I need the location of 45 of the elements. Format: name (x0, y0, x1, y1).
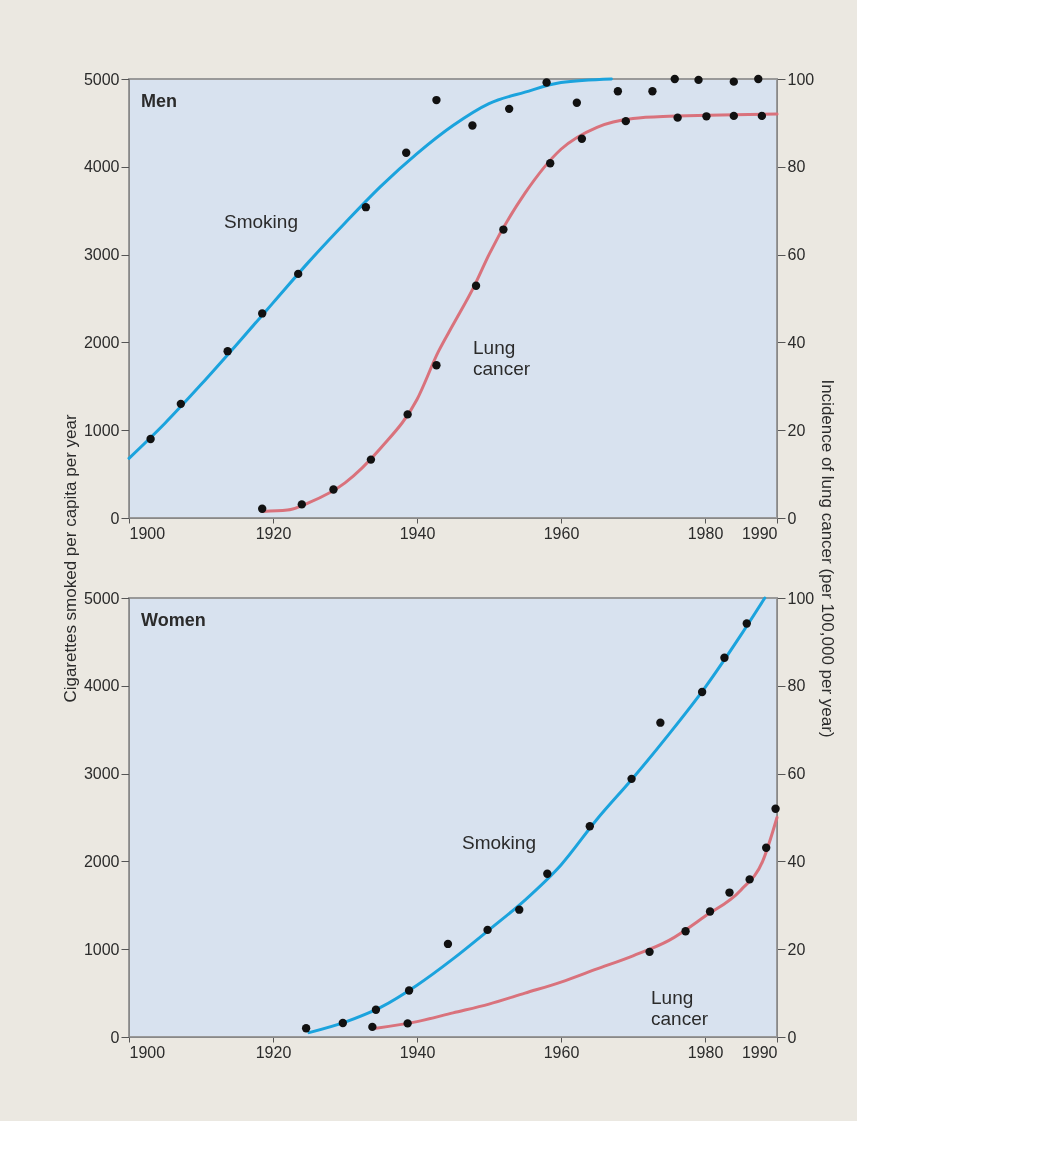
y-tick-label: 4000 (83, 677, 120, 695)
x-tick-label: 1940 (399, 524, 436, 542)
y-tick-label: 3000 (83, 246, 120, 264)
y-tick-label: 1000 (83, 940, 120, 958)
series-label: Lung cancer (651, 987, 709, 1030)
y2-tick-label: 60 (787, 765, 806, 783)
x-tick-label: 1960 (543, 1043, 580, 1061)
x-tick-label: 1990 (741, 524, 778, 542)
x-tick-label: 1980 (687, 1043, 724, 1061)
y-tick-label: 5000 (83, 70, 120, 88)
text: Women (141, 610, 206, 630)
x-tick-label: 1920 (255, 524, 292, 542)
y2-tick-label: 100 (787, 589, 815, 607)
series-label: Smoking (224, 210, 298, 232)
x-tick-label: 1990 (741, 1043, 778, 1061)
y2-tick-label: 60 (787, 246, 806, 264)
series-label: Lung cancer (473, 336, 531, 379)
y-tick-label: 3000 (83, 765, 120, 783)
y2-tick-label: 20 (787, 421, 806, 439)
y2-tick-label: 100 (787, 70, 815, 88)
y-tick-label: 4000 (83, 158, 120, 176)
y2-tick-label: 80 (787, 677, 806, 695)
line-series (127, 77, 613, 460)
x-tick-label: 1900 (129, 1043, 166, 1061)
y-tick-label: 2000 (83, 333, 120, 351)
x-tick-label: 1980 (687, 524, 724, 542)
x-tick-label: 1940 (399, 1043, 436, 1061)
y-axis-title: Cigarettes smoked per capita per year (60, 414, 80, 703)
y2-tick-label: 80 (787, 158, 806, 176)
y-tick-label: 0 (110, 509, 120, 527)
series-label: Smoking (462, 831, 536, 853)
y2-tick-label: 0 (787, 509, 797, 527)
x-tick-label: 1920 (255, 1043, 292, 1061)
y-tick-label: 1000 (83, 421, 120, 439)
y-tick-label: 0 (110, 1028, 120, 1046)
x-tick-label: 1900 (129, 524, 166, 542)
y2-tick-label: 20 (787, 940, 806, 958)
y2-axis-title: Incidence of lung cancer (per 100,000 per year) (818, 379, 838, 738)
y2-tick-label: 40 (787, 852, 806, 870)
y2-tick-label: 0 (787, 1028, 797, 1046)
x-tick-label: 1960 (543, 524, 580, 542)
y-tick-label: 5000 (83, 589, 120, 607)
y-tick-label: 2000 (83, 852, 120, 870)
y2-tick-label: 40 (787, 333, 806, 351)
text: Men (141, 91, 177, 111)
